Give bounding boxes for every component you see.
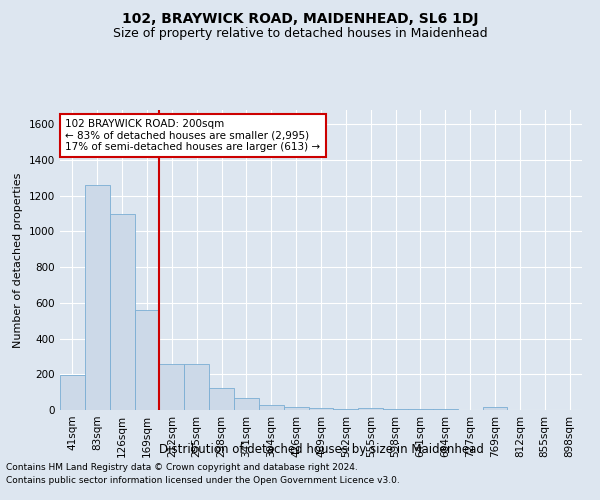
Bar bbox=[134, 310, 160, 410]
Y-axis label: Number of detached properties: Number of detached properties bbox=[13, 172, 23, 348]
Text: Distribution of detached houses by size in Maidenhead: Distribution of detached houses by size … bbox=[158, 442, 484, 456]
Text: Size of property relative to detached houses in Maidenhead: Size of property relative to detached ho… bbox=[113, 28, 487, 40]
Bar bbox=[334, 408, 358, 410]
Bar bbox=[160, 364, 184, 410]
Text: Contains HM Land Registry data © Crown copyright and database right 2024.: Contains HM Land Registry data © Crown c… bbox=[6, 464, 358, 472]
Bar bbox=[408, 409, 433, 410]
Bar bbox=[184, 364, 209, 410]
Bar bbox=[85, 185, 110, 410]
Bar bbox=[234, 398, 259, 410]
Bar bbox=[358, 408, 383, 410]
Bar bbox=[110, 214, 134, 410]
Bar bbox=[209, 388, 234, 410]
Bar bbox=[383, 409, 408, 410]
Bar bbox=[60, 375, 85, 410]
Bar bbox=[308, 408, 334, 410]
Text: 102, BRAYWICK ROAD, MAIDENHEAD, SL6 1DJ: 102, BRAYWICK ROAD, MAIDENHEAD, SL6 1DJ bbox=[122, 12, 478, 26]
Text: Contains public sector information licensed under the Open Government Licence v3: Contains public sector information licen… bbox=[6, 476, 400, 485]
Bar bbox=[482, 407, 508, 410]
Bar bbox=[284, 407, 308, 410]
Text: 102 BRAYWICK ROAD: 200sqm
← 83% of detached houses are smaller (2,995)
17% of se: 102 BRAYWICK ROAD: 200sqm ← 83% of detac… bbox=[65, 119, 320, 152]
Bar bbox=[259, 404, 284, 410]
